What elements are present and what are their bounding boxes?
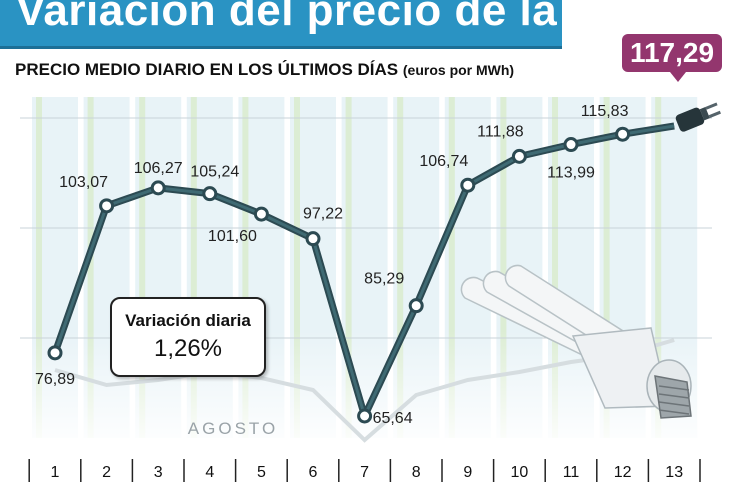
plug-pin <box>708 110 721 119</box>
plug-pin <box>705 102 718 110</box>
data-label: 103,07 <box>59 174 108 191</box>
column-band-stripe <box>552 97 558 438</box>
month-label: AGOSTO <box>188 419 278 438</box>
column-band-stripe <box>36 97 42 438</box>
line-reflection <box>54 338 675 443</box>
subtitle-unit: (euros por MWh) <box>402 62 515 78</box>
column-band-stripe <box>448 97 455 438</box>
data-label: 106,27 <box>134 160 183 177</box>
subtitle-text: PRECIO MEDIO DIARIO EN LOS ÚLTIMOS DÍAS <box>15 60 399 79</box>
data-label: 105,24 <box>190 164 239 181</box>
data-point <box>305 231 321 247</box>
data-label: 85,29 <box>364 271 404 288</box>
data-point <box>460 177 476 193</box>
data-point <box>511 148 527 164</box>
column-band-stripe <box>87 97 94 438</box>
x-tick-label: 6 <box>309 464 318 481</box>
x-tick-label: 8 <box>412 464 421 481</box>
daily-variation-box: Variación diaria 1,26% <box>110 297 266 377</box>
x-tick-label: 11 <box>563 464 580 481</box>
data-label: 111,88 <box>477 123 524 140</box>
light-bulb-icon <box>460 264 692 419</box>
x-tick-label: 10 <box>511 464 529 481</box>
data-label: 65,64 <box>373 410 413 427</box>
data-point <box>615 126 631 142</box>
data-label: 115,83 <box>581 103 629 120</box>
column-band-stripe <box>139 97 146 438</box>
column-band-stripe <box>345 97 352 438</box>
data-point <box>47 345 63 361</box>
column-band-stripe <box>190 97 197 438</box>
x-tick-label: 4 <box>205 464 214 481</box>
x-tick-label: 7 <box>360 464 369 481</box>
bulb-thread <box>658 385 690 391</box>
column-band-stripe <box>500 97 507 438</box>
bulb-thread <box>658 393 690 399</box>
plug-body <box>675 107 705 132</box>
chart-title: Variación del precio de la luz <box>16 0 562 35</box>
data-point <box>253 206 269 222</box>
x-tick-label: 1 <box>51 464 60 481</box>
data-point <box>150 180 166 196</box>
data-point <box>357 408 373 424</box>
chart-subtitle: PRECIO MEDIO DIARIO EN LOS ÚLTIMOS DÍAS … <box>15 60 514 80</box>
data-point <box>563 137 579 153</box>
bulb-thread <box>658 409 690 415</box>
plug-neck <box>699 106 710 121</box>
column-band-stripe <box>603 97 610 438</box>
title-bar: Variación del precio de la luz <box>0 0 562 49</box>
variation-label: Variación diaria <box>125 311 251 330</box>
x-tick-label: 13 <box>665 464 683 481</box>
data-point <box>202 186 218 202</box>
x-tick-label: 5 <box>257 464 266 481</box>
latest-value-badge: 117,29 <box>622 34 722 82</box>
data-label: 106,74 <box>419 153 468 170</box>
data-label: 113,99 <box>547 165 595 182</box>
data-label: 76,89 <box>35 371 75 388</box>
data-point <box>408 298 424 314</box>
x-tick-label: 2 <box>102 464 111 481</box>
plug-icon <box>675 102 721 132</box>
column-band-stripe <box>655 97 662 438</box>
data-label: 101,60 <box>208 228 257 245</box>
x-tick-label: 12 <box>614 464 632 481</box>
column-band-stripe <box>397 97 404 438</box>
variation-value: 1,26% <box>153 335 223 362</box>
data-label: 97,22 <box>303 206 343 223</box>
column-band-stripe <box>242 97 249 438</box>
bulb-thread <box>658 401 690 407</box>
x-tick-label: 9 <box>463 464 472 481</box>
x-tick-label: 3 <box>154 464 163 481</box>
data-point <box>99 198 115 214</box>
column-band-stripe <box>294 97 300 438</box>
